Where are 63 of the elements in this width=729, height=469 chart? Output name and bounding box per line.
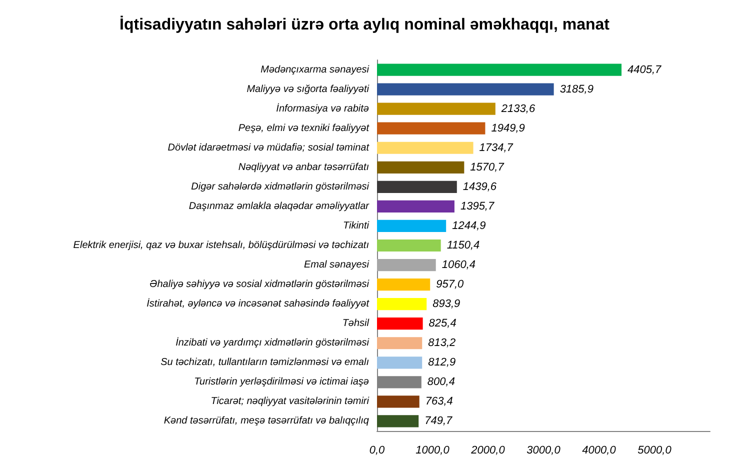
data-label: 1244,9	[452, 220, 486, 232]
bar	[377, 396, 420, 408]
y-tick-label: Əhaliyə səhiyyə və sosial xidmətlərin göstərilməsi	[149, 279, 370, 290]
x-tick-label: 3000,0	[526, 444, 562, 456]
bar	[377, 122, 486, 134]
y-tick-label: Elektrik enerjisi, qaz və buxar istehsalı, bölüşdürülməsi və təchizatı	[73, 240, 370, 251]
y-tick-label: Kənd təsərrüfatı, meşə təsərrüfatı və balıqçılıq	[164, 416, 370, 427]
data-label: 1150,4	[446, 240, 480, 252]
x-tick-label: 4000,0	[582, 444, 617, 456]
y-tick-label: Tikinti	[342, 220, 370, 232]
bar	[377, 298, 427, 310]
data-label: 800,4	[427, 376, 455, 388]
y-tick-label: Ticarət; nəqliyyat vasitələrinin təmiri	[210, 396, 370, 408]
y-tick-label: İnformasiya və rabitə	[276, 102, 370, 114]
data-label: 813,2	[428, 337, 456, 350]
data-label: 1949,9	[491, 122, 525, 134]
x-tick-label: 0,0	[369, 444, 386, 456]
data-label: 812,9	[428, 356, 456, 369]
data-label: 3185,9	[560, 83, 594, 96]
y-tick-label: Daşınmaz əmlakla əlaqədar əməliyyatlar	[188, 200, 370, 212]
y-tick-label: Su təchizatı, tullantıların təmizlənməsi və emalı	[160, 357, 370, 368]
data-label: 1395,7	[460, 200, 495, 212]
y-tick-label: Nəqliyyat və anbar təsərrüfatı	[238, 162, 370, 173]
x-tick-label: 1000,0	[416, 444, 450, 456]
bar	[377, 278, 430, 291]
bar	[377, 258, 436, 272]
data-label: 825,4	[428, 318, 456, 330]
bar	[377, 83, 554, 96]
data-label: 1734,7	[479, 142, 514, 154]
y-tick-label: Peşə, elmi və texniki fəaliyyət	[238, 122, 370, 134]
y-tick-label: Turistlərin yerləşdirilməsi və ictimai iaşə	[194, 376, 370, 388]
bar	[377, 180, 457, 193]
data-label: 763,4	[425, 396, 453, 408]
bar	[377, 161, 464, 174]
bar	[377, 64, 622, 76]
y-tick-label: Mədənçıxarma sənayesi	[260, 64, 370, 76]
bar	[377, 415, 419, 428]
y-tick-label: Digər sahələrdə xidmətlərin göstərilməsi	[191, 181, 370, 192]
data-label: 957,0	[436, 278, 465, 291]
data-label: 749,7	[424, 415, 454, 428]
data-label: 1439,6	[462, 180, 498, 193]
chart-title: İqtisadiyyatın sahələri üzrə orta aylıq nominal əməkhaqqı, manat	[120, 16, 610, 34]
data-label: 893,9	[432, 298, 460, 310]
y-tick-label: Maliyyə və sığorta fəaliyyəti	[246, 84, 370, 95]
y-tick-label: İnzibati və yardımçı xidmətlərin göstərilməsi	[176, 336, 370, 349]
bar	[377, 239, 441, 252]
y-tick-label: Emal sənayesi	[304, 260, 370, 271]
y-tick-label: İstirahət, əyləncə və incəsənət sahəsində fəaliyyət	[146, 298, 370, 310]
data-label: 1570,7	[470, 161, 505, 174]
bar	[377, 102, 496, 115]
y-tick-label: Dövlət idarəetməsi və müdafiə; sosial təminat	[168, 142, 370, 154]
x-tick-label: 2000,0	[470, 444, 506, 456]
data-label: 2133,6	[500, 102, 536, 115]
bar	[377, 318, 423, 330]
bar	[377, 337, 422, 350]
bar	[377, 200, 454, 212]
x-tick-label: 5000,0	[638, 444, 672, 456]
bar	[377, 142, 474, 154]
data-label: 1060,4	[442, 259, 476, 272]
bar	[377, 356, 422, 369]
bar	[377, 220, 446, 232]
data-label: 4405,7	[628, 64, 662, 76]
y-tick-label: Təhsil	[342, 318, 370, 330]
